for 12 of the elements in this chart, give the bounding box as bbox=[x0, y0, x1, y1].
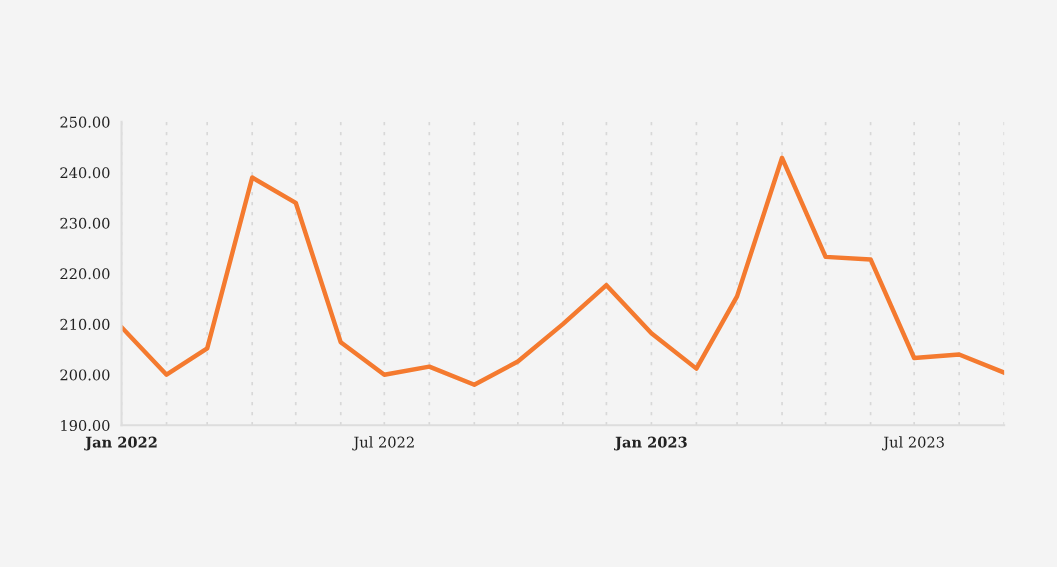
x-tick-label: Jul 2023 bbox=[882, 436, 944, 451]
line-series bbox=[121, 155, 1005, 388]
x-tick-label: Jul 2022 bbox=[352, 436, 414, 451]
y-tick-label: 220.00 bbox=[60, 268, 110, 280]
y-tick-label: 240.00 bbox=[60, 167, 110, 179]
y-tick-label: 210.00 bbox=[60, 318, 110, 330]
y-tick-label: 250.00 bbox=[60, 116, 110, 128]
y-tick-label: 230.00 bbox=[60, 217, 110, 229]
x-tick-label: Jan 2023 bbox=[614, 436, 687, 451]
y-tick-label: 190.00 bbox=[61, 419, 110, 431]
y-tick-label: 200.00 bbox=[60, 369, 110, 381]
x-tick-label: Jan 2022 bbox=[84, 436, 157, 451]
